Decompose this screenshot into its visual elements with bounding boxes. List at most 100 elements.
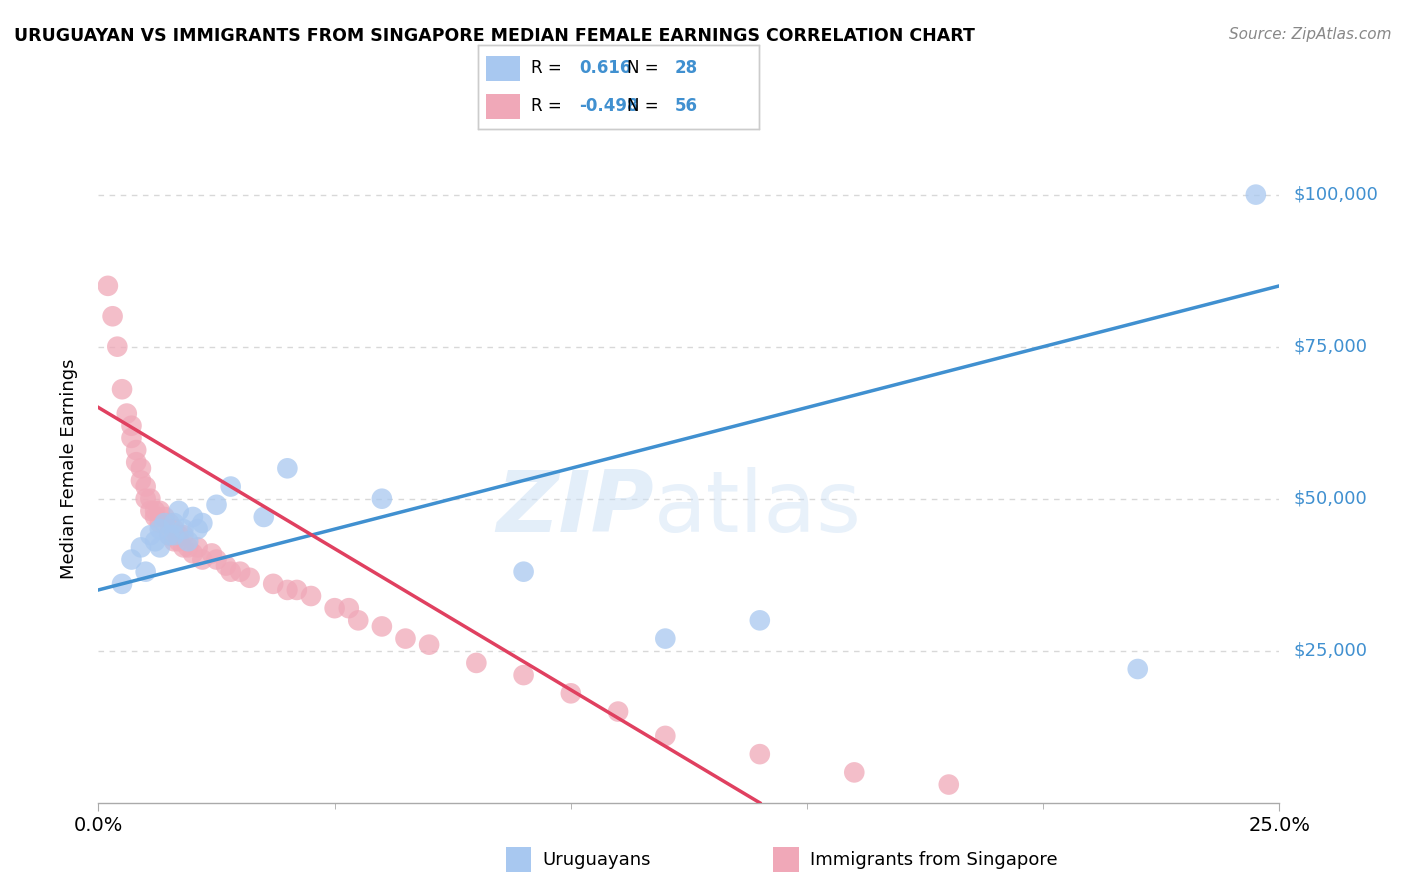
Point (172, 528, 194, 542)
Point (299, 589, 322, 603)
Point (253, 510, 276, 524)
Text: $50,000: $50,000 (1294, 490, 1367, 508)
Point (654, 632, 676, 646)
Point (844, 765, 866, 780)
Point (219, 479, 242, 493)
Point (105, 340, 128, 354)
Point (125, 455, 148, 469)
Point (172, 522, 194, 536)
Point (938, 778, 960, 792)
Point (167, 528, 190, 542)
Text: Source: ZipAtlas.com: Source: ZipAtlas.com (1229, 27, 1392, 42)
Point (654, 729, 676, 743)
Point (276, 582, 298, 597)
Point (187, 522, 209, 536)
Point (748, 747, 770, 761)
Point (191, 552, 214, 566)
Point (167, 534, 190, 549)
Point (157, 516, 180, 530)
Point (512, 565, 534, 579)
Point (125, 443, 148, 458)
Point (215, 558, 238, 573)
Text: $75,000: $75,000 (1294, 338, 1368, 356)
Point (139, 491, 162, 506)
Bar (486, 55, 520, 81)
Point (371, 619, 394, 633)
Point (121, 418, 143, 433)
Point (201, 546, 224, 560)
Point (115, 407, 138, 421)
Point (1244, 187, 1267, 202)
Text: ZIP: ZIP (496, 467, 654, 550)
Text: atlas: atlas (654, 467, 862, 550)
Point (149, 541, 172, 555)
Text: -0.498: -0.498 (579, 96, 638, 114)
Text: N =: N = (627, 96, 664, 114)
Point (157, 528, 180, 542)
Bar (486, 94, 520, 120)
Point (181, 510, 204, 524)
Point (512, 668, 534, 682)
Point (143, 534, 166, 549)
Point (1126, 662, 1149, 676)
Point (149, 522, 172, 536)
Point (418, 638, 440, 652)
Point (163, 534, 186, 549)
Point (129, 461, 152, 475)
Point (465, 656, 488, 670)
Point (157, 528, 180, 542)
Point (139, 504, 162, 518)
Point (229, 565, 252, 579)
Text: Uruguayans: Uruguayans (543, 851, 651, 869)
Point (129, 474, 152, 488)
Point (172, 541, 194, 555)
Point (129, 541, 152, 555)
Y-axis label: Median Female Earnings: Median Female Earnings (59, 358, 77, 579)
Point (607, 705, 630, 719)
Point (121, 431, 143, 445)
Point (149, 516, 172, 530)
Point (187, 541, 209, 555)
Point (163, 522, 186, 536)
Text: Immigrants from Singapore: Immigrants from Singapore (810, 851, 1057, 869)
Point (143, 510, 166, 524)
Text: N =: N = (627, 60, 664, 78)
Point (177, 541, 200, 555)
Point (219, 565, 242, 579)
Point (143, 504, 166, 518)
Text: $100,000: $100,000 (1294, 186, 1378, 203)
Text: R =: R = (531, 96, 568, 114)
Text: R =: R = (531, 60, 568, 78)
Point (111, 382, 134, 396)
Point (97, 278, 120, 293)
Text: URUGUAYAN VS IMMIGRANTS FROM SINGAPORE MEDIAN FEMALE EARNINGS CORRELATION CHART: URUGUAYAN VS IMMIGRANTS FROM SINGAPORE M… (14, 27, 974, 45)
Point (371, 491, 394, 506)
Point (135, 479, 157, 493)
Point (394, 632, 416, 646)
Point (135, 491, 157, 506)
Point (149, 504, 172, 518)
Text: 28: 28 (675, 60, 697, 78)
Point (239, 571, 262, 585)
Point (191, 516, 214, 530)
Point (205, 552, 228, 566)
Point (135, 565, 157, 579)
Point (205, 498, 228, 512)
Point (167, 504, 190, 518)
Point (177, 534, 200, 549)
Text: 56: 56 (675, 96, 697, 114)
Text: $25,000: $25,000 (1294, 641, 1368, 660)
Point (153, 510, 176, 524)
Point (560, 686, 582, 700)
Point (101, 310, 124, 324)
Point (163, 528, 186, 542)
Point (139, 528, 162, 542)
Text: 0.616: 0.616 (579, 60, 631, 78)
Point (347, 613, 370, 627)
Point (276, 461, 298, 475)
Point (323, 601, 346, 615)
Point (262, 577, 284, 591)
Point (181, 546, 204, 560)
Point (153, 516, 176, 530)
Point (748, 613, 770, 627)
